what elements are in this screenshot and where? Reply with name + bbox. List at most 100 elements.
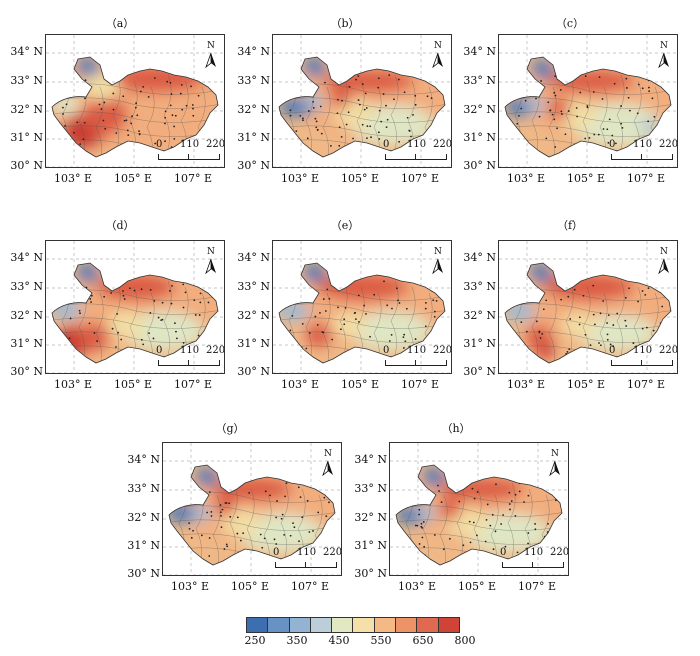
north-arrow-icon: N xyxy=(657,247,671,275)
latitude-label: 31° N xyxy=(10,337,43,350)
scale-bar: 0110220km xyxy=(273,547,342,571)
north-arrow-icon: N xyxy=(431,247,445,275)
scale-tick-label: 110 xyxy=(297,547,317,558)
latitude-label: 33° N xyxy=(463,74,496,87)
legend-swatch xyxy=(247,618,269,632)
scale-tick-label: 220 xyxy=(206,139,225,150)
longitude-label: 107° E xyxy=(626,378,666,391)
scale-tick-label: 0 xyxy=(156,139,163,150)
latitude-label: 33° N xyxy=(237,74,270,87)
scale-tick-label: 0 xyxy=(609,345,616,356)
legend-tick-label: 650 xyxy=(412,634,434,647)
scale-tick-label: 110 xyxy=(407,139,427,150)
latitude-label: 34° N xyxy=(463,45,496,58)
legend-swatch xyxy=(396,618,418,632)
legend-swatch xyxy=(310,618,333,632)
north-arrow-icon: N xyxy=(431,41,445,69)
interpolated-surface xyxy=(52,57,218,157)
scale-bar-line xyxy=(385,154,447,160)
north-label: N xyxy=(660,41,668,51)
latitude-label: 34° N xyxy=(10,45,43,58)
panel-label: （b） xyxy=(330,17,360,30)
latitude-label: 33° N xyxy=(10,280,43,293)
scale-bar-line xyxy=(275,562,337,568)
scale-tick-label: 220 xyxy=(659,345,678,356)
scale-bar: 0110220km xyxy=(609,345,678,369)
panel-label: （c） xyxy=(555,17,585,30)
north-arrow-icon: N xyxy=(548,449,562,477)
latitude-label: 32° N xyxy=(237,103,270,116)
color-legend xyxy=(246,617,460,633)
legend-swatch xyxy=(438,618,459,632)
latitude-label: 34° N xyxy=(237,45,270,58)
latitude-label: 32° N xyxy=(10,309,43,322)
north-arrow-icon: N xyxy=(204,247,218,275)
interpolated-surface xyxy=(396,465,562,565)
latitude-label: 34° N xyxy=(10,251,43,264)
legend-tick-label: 550 xyxy=(370,634,392,647)
map-svg xyxy=(390,443,568,575)
latitude-label: 31° N xyxy=(237,131,270,144)
panel-label: （h） xyxy=(441,422,471,435)
longitude-label: 103° E xyxy=(506,172,546,185)
latitude-label: 33° N xyxy=(463,280,496,293)
legend-swatch xyxy=(417,618,439,632)
longitude-label: 107° E xyxy=(173,378,213,391)
scale-tick-label: 220 xyxy=(206,345,225,356)
legend-tick-label: 800 xyxy=(454,634,476,647)
north-arrow-icon: N xyxy=(321,449,335,477)
longitude-label: 103° E xyxy=(280,378,320,391)
longitude-label: 105° E xyxy=(340,378,380,391)
longitude-label: 105° E xyxy=(566,378,606,391)
map-svg xyxy=(499,241,677,373)
latitude-label: 33° N xyxy=(354,482,387,495)
latitude-label: 32° N xyxy=(354,511,387,524)
longitude-label: 107° E xyxy=(290,580,330,593)
scale-tick-label: 110 xyxy=(407,345,427,356)
panel-label: （e） xyxy=(330,219,360,232)
scale-bar: 0110220km xyxy=(156,345,225,369)
scale-bar: 0110220km xyxy=(500,547,568,571)
scale-tick-label: 0 xyxy=(500,547,507,558)
scale-tick-label: 220 xyxy=(323,547,342,558)
latitude-label: 32° N xyxy=(237,309,270,322)
map-svg xyxy=(46,35,224,167)
longitude-label: 107° E xyxy=(400,172,440,185)
latitude-label: 32° N xyxy=(127,511,160,524)
scale-tick-label: 0 xyxy=(383,345,390,356)
map-frame: N0110220km xyxy=(45,34,225,168)
north-label: N xyxy=(434,41,442,51)
scale-bar: 0110220km xyxy=(383,345,451,369)
longitude-label: 103° E xyxy=(53,172,93,185)
scale-tick-label: 0 xyxy=(383,139,390,150)
map-frame: N0110220km xyxy=(162,442,342,576)
map-frame: N 0110220km xyxy=(389,442,569,576)
latitude-label: 31° N xyxy=(354,539,387,552)
longitude-label: 103° E xyxy=(506,378,546,391)
map-svg xyxy=(163,443,341,575)
north-label: N xyxy=(551,449,559,459)
latitude-label: 30° N xyxy=(127,567,160,580)
map-frame: N0110220km xyxy=(498,240,678,374)
latitude-label: 30° N xyxy=(354,567,387,580)
longitude-label: 107° E xyxy=(173,172,213,185)
longitude-label: 105° E xyxy=(113,378,153,391)
longitude-label: 105° E xyxy=(566,172,606,185)
north-label: N xyxy=(324,449,332,459)
scale-tick-label: 110 xyxy=(180,139,200,150)
scale-bar-line xyxy=(611,154,673,160)
latitude-label: 31° N xyxy=(127,539,160,552)
legend-swatch xyxy=(268,618,290,632)
map-frame: N0110220km xyxy=(498,34,678,168)
region-outline xyxy=(504,56,672,158)
scale-bar-line xyxy=(611,360,673,366)
panel-label: （d） xyxy=(105,219,135,232)
latitude-label: 31° N xyxy=(237,337,270,350)
latitude-label: 33° N xyxy=(127,482,160,495)
legend-swatch xyxy=(332,618,354,632)
region-outline xyxy=(278,56,446,158)
longitude-label: 105° E xyxy=(113,172,153,185)
map-frame: N0110220km xyxy=(272,240,452,374)
longitude-label: 103° E xyxy=(53,378,93,391)
scale-tick-label: 220 xyxy=(433,139,452,150)
